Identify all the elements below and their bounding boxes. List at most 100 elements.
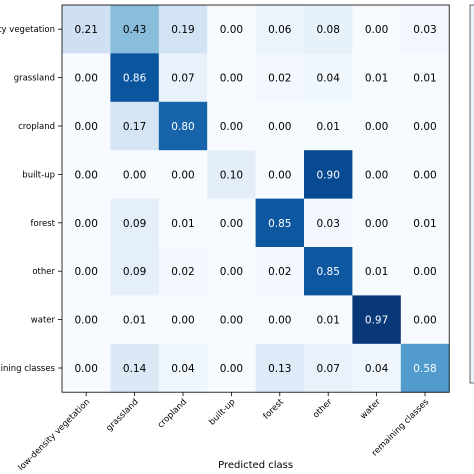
heatmap-cell bbox=[62, 198, 111, 248]
heatmap-cell-value: 0.09 bbox=[123, 218, 146, 230]
x-tick-label: grassland bbox=[104, 397, 140, 433]
heatmap-cell bbox=[158, 295, 208, 345]
heatmap-cell bbox=[304, 5, 353, 54]
y-tick-label: cropland bbox=[18, 122, 55, 132]
heatmap-cell-value: 0.90 bbox=[317, 169, 340, 181]
heatmap-cell bbox=[400, 343, 450, 393]
heatmap-cell bbox=[400, 150, 450, 200]
heatmap-cell-value: 0.02 bbox=[268, 73, 291, 85]
heatmap-cell bbox=[255, 5, 305, 54]
heatmap-cell bbox=[110, 343, 160, 393]
heatmap-cell bbox=[352, 53, 402, 103]
heatmap-cell-value: 0.00 bbox=[171, 169, 194, 181]
heatmap-cell bbox=[207, 101, 257, 151]
heatmap-cell-value: 0.17 bbox=[123, 121, 146, 133]
heatmap-cell-value: 0.00 bbox=[220, 315, 243, 327]
heatmap-cell bbox=[352, 295, 402, 345]
heatmap-cell bbox=[255, 101, 305, 151]
heatmap-cell bbox=[255, 150, 305, 200]
heatmap-cell bbox=[352, 150, 402, 200]
heatmap-cell bbox=[352, 101, 402, 151]
y-axis-ticks: density vegetation grassland cropland built… bbox=[0, 25, 62, 374]
heatmap-cell bbox=[158, 101, 208, 151]
heatmap-cell-value: 0.00 bbox=[75, 266, 98, 278]
heatmap-cell-value: 0.00 bbox=[75, 218, 98, 230]
heatmap-cell-value: 0.14 bbox=[123, 363, 147, 375]
heatmap-cell-value: 0.58 bbox=[413, 363, 436, 375]
x-tick-label: built-up bbox=[207, 397, 237, 427]
heatmap-cell-value: 0.00 bbox=[75, 169, 98, 181]
heatmap-cell bbox=[352, 5, 402, 54]
heatmap-cell-value: 0.02 bbox=[268, 266, 291, 278]
heatmap-cell bbox=[207, 343, 257, 393]
heatmap-cell-value: 0.01 bbox=[317, 121, 340, 133]
x-tick-label: forest bbox=[262, 397, 287, 422]
heatmap-cell-value: 0.00 bbox=[220, 363, 243, 375]
heatmap-cell-value: 0.04 bbox=[365, 363, 389, 375]
y-tick-label: other bbox=[32, 267, 55, 277]
x-tick-label: cropland bbox=[156, 397, 189, 430]
heatmap-cell bbox=[110, 295, 160, 345]
heatmap-cell bbox=[158, 343, 208, 393]
heatmap-cell bbox=[400, 295, 450, 345]
heatmap-cell bbox=[158, 53, 208, 103]
heatmap-cell bbox=[110, 53, 160, 103]
heatmap-cell bbox=[255, 295, 305, 345]
x-axis-label: Predicted class bbox=[218, 460, 293, 471]
heatmap-cell bbox=[110, 101, 160, 151]
heatmap-cell bbox=[400, 101, 450, 151]
heatmap-cell-value: 0.00 bbox=[365, 218, 388, 230]
heatmap-cell bbox=[207, 247, 257, 296]
heatmap-cell-value: 0.00 bbox=[220, 266, 243, 278]
heatmap-cell bbox=[352, 343, 402, 393]
heatmap-cell bbox=[304, 247, 353, 296]
heatmap-cell bbox=[110, 247, 160, 296]
heatmap-cell-value: 0.00 bbox=[365, 121, 388, 133]
heatmap-cell bbox=[255, 343, 305, 393]
y-tick-label: built-up bbox=[22, 170, 55, 180]
heatmap-cell-value: 0.00 bbox=[123, 169, 146, 181]
heatmap-cell-value: 0.01 bbox=[171, 218, 194, 230]
heatmap-cell-value: 0.01 bbox=[123, 315, 146, 327]
heatmap-cell-value: 0.01 bbox=[413, 218, 436, 230]
x-tick-label: low-density vegetation bbox=[17, 397, 93, 473]
y-tick-label: remaining classes bbox=[0, 364, 56, 374]
heatmap-cell-value: 0.04 bbox=[171, 363, 195, 375]
heatmap-cell bbox=[207, 150, 257, 200]
heatmap-cell-value: 0.00 bbox=[75, 315, 98, 327]
heatmap-cell-value: 0.00 bbox=[413, 266, 436, 278]
heatmap-cell bbox=[207, 5, 257, 54]
heatmap-cell-value: 0.06 bbox=[268, 24, 292, 36]
heatmap-cell bbox=[352, 247, 402, 296]
heatmap-cell-value: 0.00 bbox=[220, 24, 243, 36]
heatmap-cell bbox=[400, 53, 450, 103]
heatmap-cell bbox=[62, 150, 111, 200]
heatmap-cell-value: 0.86 bbox=[123, 73, 147, 85]
heatmap-cell-value: 0.00 bbox=[171, 315, 194, 327]
heatmap-cell bbox=[304, 343, 353, 393]
heatmap-cell-value: 0.01 bbox=[317, 315, 340, 327]
heatmap-cell bbox=[158, 247, 208, 296]
heatmap-cell-value: 0.02 bbox=[171, 266, 194, 278]
heatmap-cell bbox=[400, 247, 450, 296]
x-tick-label: other bbox=[311, 397, 334, 420]
heatmap-cell bbox=[255, 198, 305, 248]
heatmap-cell-value: 0.00 bbox=[220, 218, 243, 230]
heatmap-cell-value: 0.00 bbox=[268, 121, 291, 133]
heatmap-cell-value: 0.00 bbox=[413, 121, 436, 133]
heatmap-cell bbox=[304, 295, 353, 345]
heatmap-cell bbox=[158, 198, 208, 248]
heatmap-cell bbox=[255, 247, 305, 296]
heatmap-cell-value: 0.07 bbox=[317, 363, 340, 375]
heatmap-cell-value: 0.00 bbox=[75, 121, 98, 133]
heatmap-cell bbox=[158, 5, 208, 54]
heatmap-cell-value: 0.09 bbox=[123, 266, 146, 278]
heatmap-cell-value: 0.13 bbox=[268, 363, 291, 375]
heatmap-cell-labels: 0.21 0.43 0.19 0.00 0.06 0.08 0.00 0.03 0.00 0.86… bbox=[75, 24, 437, 375]
heatmap-cell-value: 0.08 bbox=[317, 24, 340, 36]
heatmap-cell-value: 0.43 bbox=[123, 24, 146, 36]
heatmap-cell-value: 0.00 bbox=[268, 315, 291, 327]
heatmap-cell-value: 0.80 bbox=[171, 121, 194, 133]
y-tick-label: grassland bbox=[14, 74, 55, 84]
heatmap-cell bbox=[110, 150, 160, 200]
